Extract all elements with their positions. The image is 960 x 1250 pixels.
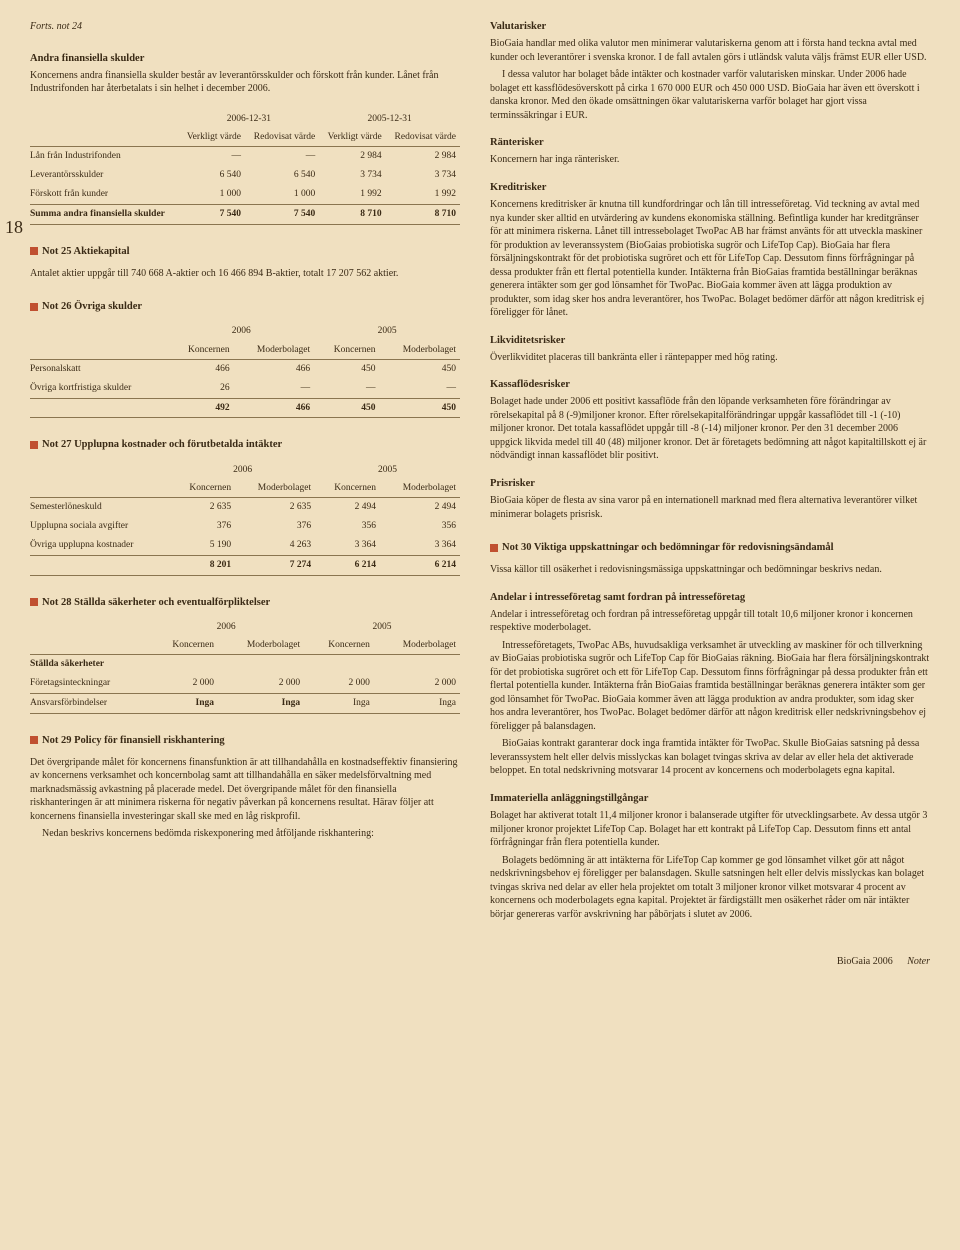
imm-head: Immateriella anläggningstillgångar — [490, 792, 930, 806]
imm-p2: Bolagets bedömning är att intäkterna för… — [490, 854, 930, 922]
page-number: 18 — [5, 215, 23, 239]
val-p1: BioGaia handlar med olika valutor men mi… — [490, 37, 930, 64]
footer-brand: BioGaia 2006 — [837, 956, 893, 967]
not27-head: Not 27 Upplupna kostnader och förutbetal… — [30, 438, 460, 452]
table-27: 20062005 KoncernenModerbolagetKoncernenM… — [30, 461, 460, 576]
not25-text: Antalet aktier uppgår till 740 668 A-akt… — [30, 267, 460, 281]
pris-p: BioGaia köper de flesta av sina varor på… — [490, 494, 930, 521]
not26-head: Not 26 Övriga skulder — [30, 300, 460, 314]
not29-p1: Det övergripande målet för koncernens fi… — [30, 756, 460, 824]
square-icon — [30, 598, 38, 606]
rant-head: Ränterisker — [490, 136, 930, 150]
not30-head: Not 30 Viktiga uppskattningar och bedömn… — [490, 541, 930, 555]
not29-head: Not 29 Policy för finansiell riskhanteri… — [30, 734, 460, 748]
val-p2: I dessa valutor har bolaget både intäkte… — [490, 68, 930, 122]
square-icon — [30, 441, 38, 449]
and-p2: Intresseföretagets, TwoPac ABs, huvudsak… — [490, 639, 930, 734]
square-icon — [30, 247, 38, 255]
square-icon — [490, 544, 498, 552]
not28-head: Not 28 Ställda säkerheter och eventualfö… — [30, 596, 460, 610]
table-26: 20062005 KoncernenModerbolagetKoncernenM… — [30, 322, 460, 418]
square-icon — [30, 736, 38, 744]
rant-p: Koncernern har inga ränterisker. — [490, 153, 930, 167]
kred-p: Koncernens kreditrisker är knutna till k… — [490, 198, 930, 320]
kred-head: Kreditrisker — [490, 181, 930, 195]
square-icon — [30, 303, 38, 311]
page-footer: BioGaia 2006 Noter — [30, 955, 930, 969]
footer-section: Noter — [907, 956, 930, 967]
not29-p2: Nedan beskrivs koncernens bedömda riskex… — [30, 827, 460, 841]
kass-p: Bolaget hade under 2006 ett positivt kas… — [490, 395, 930, 463]
not25-head: Not 25 Aktiekapital — [30, 245, 460, 259]
not30-p: Vissa källor till osäkerhet i redovisnin… — [490, 563, 930, 577]
kass-head: Kassaflödesrisker — [490, 378, 930, 392]
likv-head: Likviditetsrisker — [490, 334, 930, 348]
val-head: Valutarisker — [490, 20, 930, 34]
table-28: 20062005 KoncernenModerbolagetKoncernenM… — [30, 618, 460, 714]
pris-head: Prisrisker — [490, 477, 930, 491]
afs-head: Andra finansiella skulder — [30, 52, 460, 66]
table-24: 2006-12-312005-12-31 Verkligt värdeRedov… — [30, 110, 460, 225]
and-head: Andelar i intresseföretag samt fordran p… — [490, 591, 930, 605]
forts-note: Forts. not 24 — [30, 20, 460, 34]
and-p1: Andelar i intresseföretag och fordran på… — [490, 608, 930, 635]
likv-p: Överlikviditet placeras till bankränta e… — [490, 351, 930, 365]
and-p3: BioGaias kontrakt garanterar dock inga f… — [490, 737, 930, 778]
imm-p1: Bolaget har aktiverat totalt 11,4 miljon… — [490, 809, 930, 850]
afs-text: Koncernens andra finansiella skulder bes… — [30, 69, 460, 96]
